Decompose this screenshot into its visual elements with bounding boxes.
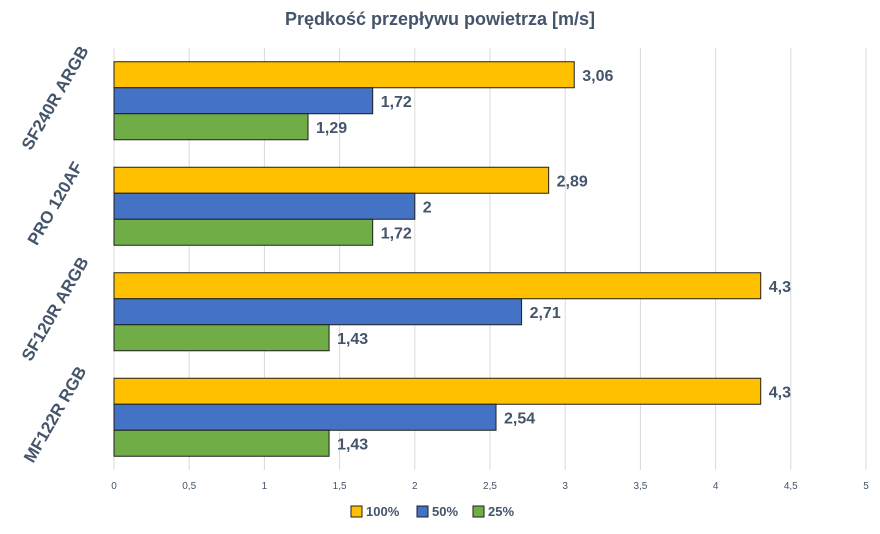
x-tick-label: 4 (713, 481, 719, 492)
data-label: 2,71 (530, 305, 561, 322)
x-tick-label: 3,5 (633, 481, 647, 492)
data-label: 4,3 (769, 279, 791, 296)
data-label: 1,72 (381, 94, 412, 111)
bar (113, 403, 497, 431)
data-label: 2,54 (504, 410, 535, 427)
legend-label: 25% (488, 504, 514, 519)
legend-label: 100% (366, 504, 400, 519)
category-label: PRO 120AF (24, 159, 87, 249)
data-label: 1,43 (337, 331, 368, 348)
bar (113, 324, 330, 352)
x-tick-label: 2,5 (483, 481, 497, 492)
data-label: 1,43 (337, 436, 368, 453)
data-label: 2 (423, 199, 432, 216)
x-tick-label: 2 (412, 481, 418, 492)
legend-label: 50% (432, 504, 458, 519)
data-label: 3,06 (582, 68, 613, 85)
category-label: SF120R ARGB (18, 254, 93, 364)
bar (113, 113, 309, 141)
legend: 100% 50% 25% (350, 504, 514, 519)
bar (113, 61, 575, 89)
bars (113, 61, 762, 457)
chart-title: Prędkość przepływu powietrza [m/s] (285, 9, 595, 29)
category-label: MF122R RGB (20, 363, 90, 466)
legend-swatch (472, 505, 485, 518)
x-tick-label: 1 (262, 481, 268, 492)
data-labels: 3,06 1,72 1,29 2,89 2 1,72 4,3 2,71 1,43 4,3 2,54 1… (316, 68, 791, 454)
data-label: 4,3 (769, 384, 791, 401)
x-axis-ticks: 0 0,5 1 1,5 2 2,5 3 3,5 4 4,5 5 (111, 481, 869, 492)
data-label: 1,72 (381, 225, 412, 242)
legend-swatch (416, 505, 429, 518)
bar (113, 87, 374, 115)
bar (113, 377, 762, 405)
bar (113, 272, 762, 300)
x-tick-label: 3 (562, 481, 568, 492)
legend-swatch (350, 505, 363, 518)
bar (113, 298, 523, 326)
x-tick-label: 4,5 (784, 481, 798, 492)
bar (113, 192, 416, 220)
bar (113, 166, 550, 194)
bar (113, 218, 374, 246)
data-label: 1,29 (316, 120, 347, 137)
category-label: SF240R ARGB (18, 43, 93, 153)
bar (113, 429, 330, 457)
x-tick-label: 0,5 (182, 481, 196, 492)
x-tick-label: 1,5 (333, 481, 347, 492)
data-label: 2,89 (557, 173, 588, 190)
x-tick-label: 0 (111, 481, 117, 492)
x-tick-label: 5 (863, 481, 869, 492)
